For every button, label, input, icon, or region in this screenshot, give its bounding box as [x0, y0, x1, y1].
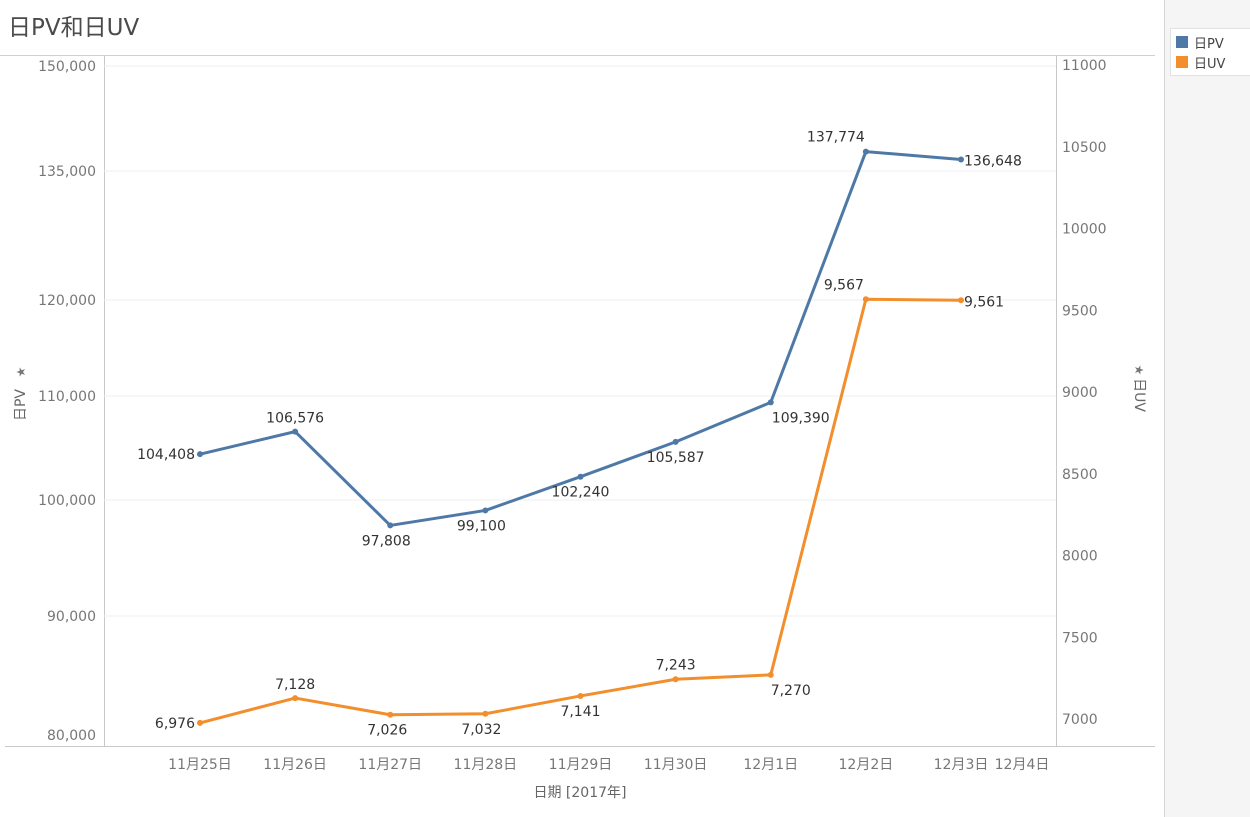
x-tick-label: 11月28日	[454, 757, 518, 773]
data-label: 106,576	[266, 411, 324, 427]
y-right-axis-title: 日UV	[1131, 378, 1147, 412]
data-point	[292, 695, 299, 702]
pin-icon: ★	[14, 367, 28, 378]
data-point	[958, 156, 964, 163]
y-left-tick-label: 135,000	[38, 164, 96, 180]
x-tick-label: 11月27日	[358, 757, 422, 773]
data-point	[197, 719, 203, 726]
legend-label-pv: 日PV	[1194, 36, 1224, 52]
data-point	[672, 438, 679, 445]
series-line-uv	[199, 297, 962, 725]
y-left-tick-label: 80,000	[47, 728, 96, 744]
data-label: 7,243	[656, 657, 696, 673]
data-label: 99,100	[457, 518, 506, 534]
legend: 日PV 日UV	[1170, 28, 1250, 76]
x-tick-label: 12月1日	[743, 757, 798, 773]
right-side-panel	[1164, 0, 1250, 817]
y-right-tick-label: 8500	[1062, 467, 1098, 483]
series-line-pv	[199, 150, 962, 527]
legend-item-pv[interactable]: 日PV	[1176, 33, 1224, 52]
data-label: 7,128	[275, 677, 315, 693]
data-label: 136,648	[964, 153, 1022, 169]
y-right-tick-label: 9500	[1062, 303, 1098, 319]
y-right-tick-label: 10000	[1062, 222, 1107, 238]
data-point	[292, 428, 299, 435]
y-left-tick-label: 150,000	[38, 59, 96, 75]
data-point	[767, 671, 774, 678]
legend-swatch-pv	[1176, 36, 1188, 48]
data-point	[862, 296, 869, 303]
legend-swatch-uv	[1176, 56, 1188, 68]
data-label: 7,026	[367, 723, 407, 739]
legend-label-uv: 日UV	[1194, 56, 1226, 72]
x-tick-label: 12月3日	[934, 757, 989, 773]
x-tick-label: 11月26日	[263, 757, 327, 773]
line-chart: 80,000 90,000 100,000 110,000 120,000 135,000…	[0, 55, 1155, 801]
data-point	[577, 473, 584, 480]
data-label: 105,587	[647, 450, 705, 466]
x-tick-label: 11月25日	[168, 757, 232, 773]
data-label: 9,567	[824, 277, 864, 293]
data-point	[482, 710, 489, 717]
x-tick-label: 12月2日	[839, 757, 894, 773]
x-axis-title: 日期 [2017年]	[533, 785, 626, 801]
y-left-tick-label: 120,000	[38, 293, 96, 309]
pin-icon: ★	[1132, 365, 1146, 376]
data-point	[862, 148, 869, 155]
data-label: 109,390	[772, 410, 830, 426]
data-point	[197, 451, 203, 458]
y-right-tick-label: 11000	[1062, 58, 1107, 74]
data-label: 9,561	[964, 294, 1004, 310]
legend-item-uv[interactable]: 日UV	[1176, 53, 1226, 72]
data-label: 7,032	[461, 722, 501, 738]
data-label: 7,141	[560, 704, 600, 720]
data-label: 7,270	[771, 683, 811, 699]
y-left-tick-label: 110,000	[38, 389, 96, 405]
y-right-tick-label: 7000	[1062, 712, 1098, 728]
data-point	[577, 692, 584, 699]
y-right-tick-label: 8000	[1062, 549, 1098, 565]
x-tick-label: 11月30日	[644, 757, 708, 773]
data-point	[767, 399, 774, 406]
data-label: 104,408	[137, 447, 195, 463]
y-left-tick-label: 90,000	[47, 609, 96, 625]
data-point	[387, 522, 394, 529]
data-label: 137,774	[807, 130, 865, 146]
y-right-tick-label: 9000	[1062, 385, 1098, 401]
y-left-axis-title: 日PV	[13, 389, 29, 421]
y-left-tick-label: 100,000	[38, 493, 96, 509]
data-label: 6,976	[155, 716, 195, 732]
x-tick-label: 11月29日	[549, 757, 613, 773]
data-point	[482, 507, 489, 514]
data-point	[958, 297, 964, 304]
chart-title: 日PV和日UV	[8, 15, 140, 41]
data-label: 97,808	[362, 533, 411, 549]
data-point	[387, 711, 394, 718]
y-right-tick-label: 10500	[1062, 140, 1107, 156]
y-right-tick-label: 7500	[1062, 630, 1098, 646]
x-tick-label: 12月4日	[995, 757, 1050, 773]
data-label: 102,240	[552, 485, 610, 501]
data-point	[672, 676, 679, 683]
